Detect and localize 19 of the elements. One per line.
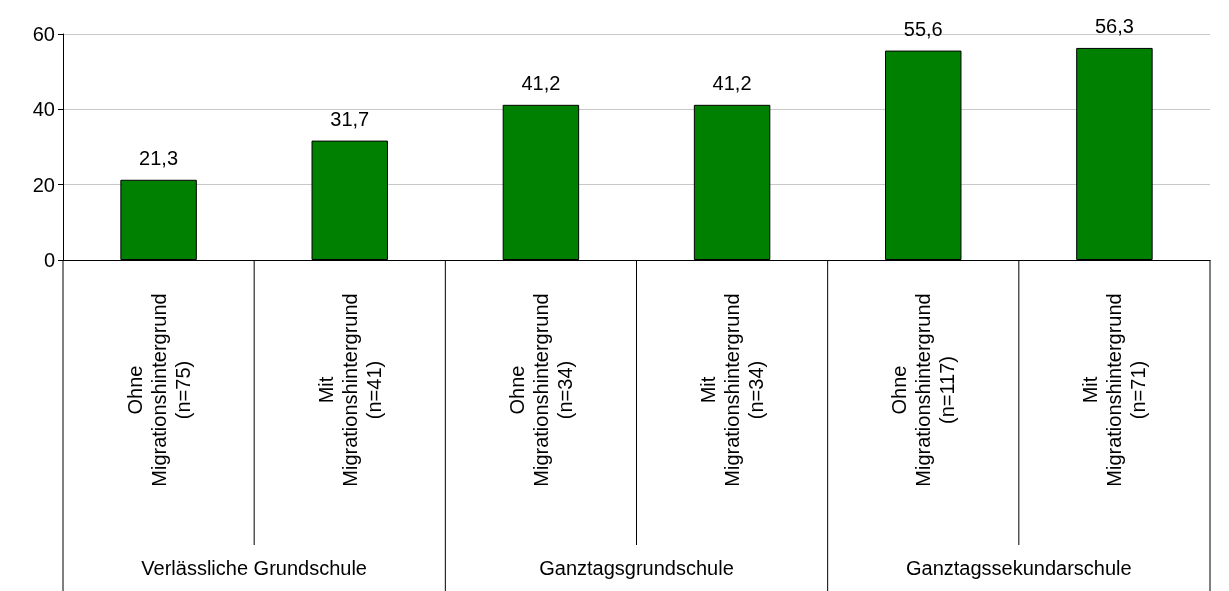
y-tick-label: 60 [32, 23, 55, 45]
text: Ganztagsgrundschule [539, 557, 734, 579]
data-label: 41,2 [521, 71, 561, 94]
x-tick-label: Ohne Migrationshintergrund (n=34) [505, 293, 576, 487]
data-label: 31,7 [330, 107, 370, 130]
data-label: 55,6 [903, 17, 943, 40]
y-tick-label: 40 [32, 98, 55, 121]
data-label: 21,3 [139, 146, 179, 169]
text: Verlässliche Grundschule [141, 557, 368, 579]
text: Ganztagssekundarschule [905, 557, 1132, 579]
y-tick-label: 0 [43, 249, 55, 271]
x-tick-label: Mit Migrationshintergrund (n=34) [697, 293, 768, 487]
x-tick-label: Mit Migrationshintergrund (n=41) [314, 293, 385, 487]
x-tick-label: Ohne Migrationshintergrund (n=117) [888, 293, 959, 487]
data-label: 56,3 [1094, 14, 1134, 37]
data-label: 41,2 [712, 71, 752, 94]
x-tick-label: Ohne Migrationshintergrund (n=75) [123, 293, 194, 487]
x-tick-label: Mit Migrationshintergrund (n=71) [1079, 293, 1150, 487]
y-tick-label: 20 [32, 173, 55, 196]
